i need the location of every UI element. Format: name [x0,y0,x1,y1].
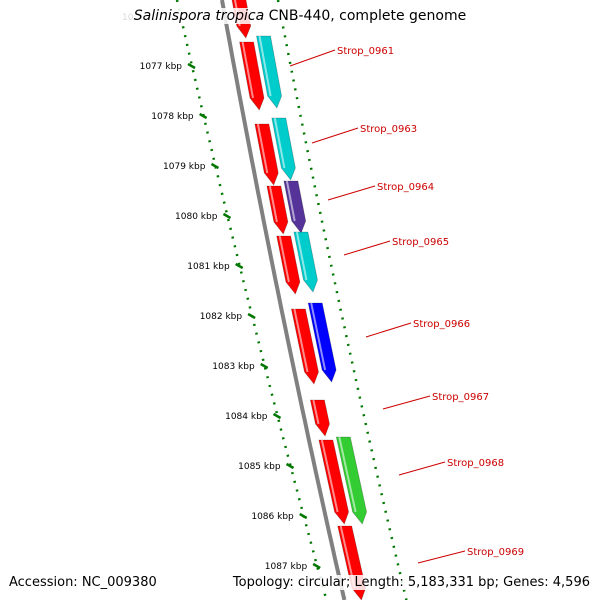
cog-gene-arrow-highlight [258,35,272,97]
title-species: Salinispora tropica [133,8,265,24]
gene-label: Strop_0964 [377,182,434,193]
gene-label: Strop_0965 [392,237,449,248]
outer-tick-ring [276,0,408,600]
cog-gene-arrow-highlight [285,180,296,222]
accession-label: Accession: NC_009380 [9,575,157,590]
forward-gene-arrow-highlight [312,399,320,425]
forward-gene-arrow [266,185,289,235]
cog-gene-arrow [283,180,307,234]
gene-label: Strop_0967 [432,392,489,403]
kbp-tick-label: 1086 kbp [251,512,294,522]
gene-label: Strop_0969 [467,547,524,558]
kbp-tick-mark [235,262,244,270]
gene-label-leader [343,240,391,256]
kbp-tick-mark [272,412,282,420]
kbp-tick-mark [312,562,321,570]
gene-label-leader [398,461,446,476]
cog-gene-arrow-highlight [273,117,286,169]
forward-gene-arrow-highlight [293,308,309,373]
kbp-tick-mark [199,112,208,120]
kbp-tick-mark [247,312,256,320]
kbp-tick-mark [299,512,308,520]
cog-gene-arrow-highlight [338,436,357,513]
kbp-tick-mark [260,362,269,370]
kbp-tick-label: 1083 kbp [212,362,255,372]
gene-label-leader [365,322,412,338]
kbp-tick-label: 1084 kbp [225,412,268,422]
kbp-tick-label: 1082 kbp [200,312,243,322]
kbp-tick-mark [285,462,295,470]
kbp-tick-label: 1080 kbp [175,212,218,222]
forward-gene-arrow-highlight [320,439,339,513]
gene-label-leader [311,127,359,144]
kbp-tick-mark [222,212,232,220]
gene-label: Strop_0963 [360,124,417,135]
backbone-layer [175,0,408,600]
kbp-tick-label: 1078 kbp [151,112,194,122]
genome-summary: Topology: circular; Length: 5,183,331 bp… [232,575,590,590]
forward-gene-arrow-highlight [241,41,254,99]
cog-gene-arrow-highlight [295,231,308,281]
gene-label: Strop_0968 [447,458,504,469]
label-layer: 1077 kbp 1078 kbp 1079 kbp 1080 kbp 1081 kbp… [122,13,524,572]
forward-gene-arrow-highlight [278,235,290,283]
gene-label-leader [417,550,466,564]
inner-tick-ring [175,0,328,600]
map-title: Salinispora tropica CNB-440, complete ge… [0,8,600,24]
cog-gene-arrow-highlight [310,302,327,371]
gene-label-leader [289,49,336,67]
kbp-tick-label: 1087 kbp [265,562,308,572]
gene-label: Strop_0961 [337,46,394,57]
title-strain: CNB-440, complete genome [264,8,467,24]
kbp-tick-label: 1085 kbp [238,462,281,472]
gene-label-leader [327,185,376,201]
kbp-tick-label: 1079 kbp [163,162,206,172]
forward-gene-arrow [309,399,330,437]
forward-gene-arrow-highlight [268,185,278,223]
kbp-tick-label: 1077 kbp [140,62,183,72]
forward-gene-arrow-highlight [256,123,269,174]
gene-label: Strop_0966 [413,319,470,330]
gene-layer [231,0,368,600]
gene-label-leader [382,395,431,410]
kbp-tick-mark [210,162,220,170]
kbp-tick-label: 1081 kbp [187,262,230,272]
genome-backbone [220,0,347,600]
kbp-tick-mark [187,62,196,70]
